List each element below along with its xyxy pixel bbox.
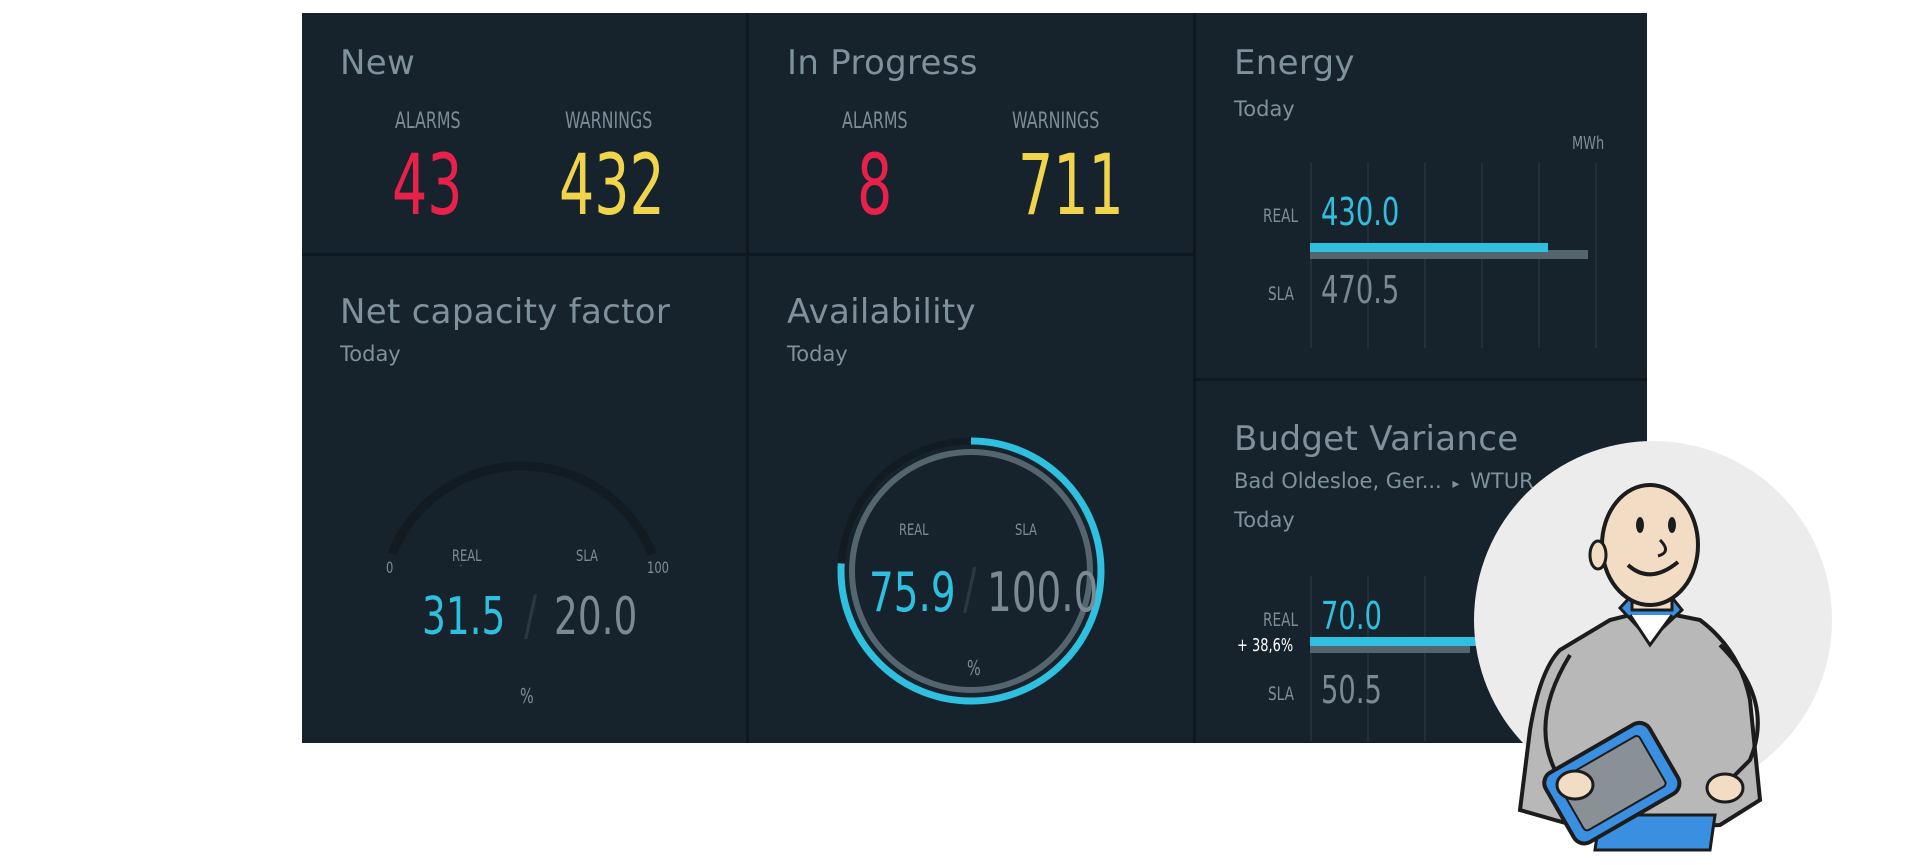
variance-value: + 38,6% xyxy=(1237,635,1294,656)
sla-bar xyxy=(1310,644,1470,653)
energy-panel[interactable]: Energy Today MWh REAL 430.0 SLA 470.5 xyxy=(1196,13,1647,378)
alarms-count: 43 xyxy=(392,136,463,234)
budget-variance-panel[interactable]: Budget Variance Bad Oldesloe, Ger... ▸ W… xyxy=(1196,381,1647,743)
divider xyxy=(1193,378,1647,381)
man-with-tablet-icon xyxy=(1517,483,1763,852)
real-value: 75.9 xyxy=(869,561,956,624)
period-label: Today xyxy=(1234,508,1295,532)
panel-title: Budget Variance xyxy=(1234,419,1519,459)
real-value: 70.0 xyxy=(1321,594,1382,638)
sla-label: SLA xyxy=(1015,520,1037,539)
grid-line xyxy=(1310,576,1312,741)
sla-label: SLA xyxy=(576,546,598,565)
warnings-label: WARNINGS xyxy=(1012,109,1100,134)
warnings-label: WARNINGS xyxy=(565,109,653,134)
panel-title: In Progress xyxy=(787,43,978,83)
availability-ring xyxy=(837,437,1105,705)
period-label: Today xyxy=(1234,97,1295,121)
net-capacity-panel[interactable]: Net capacity factor Today 0 100 REAL SLA… xyxy=(302,256,746,743)
sla-value: 50.5 xyxy=(1321,668,1382,712)
in-progress-panel[interactable]: In Progress ALARMS 8 WARNINGS 711 xyxy=(749,13,1193,253)
breadcrumb-arrow-icon: ▸ xyxy=(1452,476,1460,492)
capacity-gauge xyxy=(387,461,657,566)
sla-value: 470.5 xyxy=(1321,268,1400,312)
divider xyxy=(302,253,1193,256)
gauge-min-label: 0 xyxy=(386,558,394,577)
unit-label: % xyxy=(967,656,981,680)
location-target: WTUR xyxy=(1470,469,1534,493)
grid-line xyxy=(1595,163,1597,348)
real-value: 430.0 xyxy=(1321,190,1400,234)
panel-title: Availability xyxy=(787,292,976,332)
sla-label: SLA xyxy=(1268,283,1294,305)
value-separator: / xyxy=(524,584,538,647)
sla-label: SLA xyxy=(1268,683,1294,705)
real-bar xyxy=(1310,637,1530,646)
availability-panel[interactable]: Availability Today REAL SLA 75.9 / 100.0… xyxy=(749,256,1193,743)
alarms-label: ALARMS xyxy=(842,109,908,134)
new-panel[interactable]: New ALARMS 43 WARNINGS 432 xyxy=(302,13,746,253)
grid-line xyxy=(1424,576,1426,741)
panel-title: Energy xyxy=(1234,43,1355,83)
value-separator: / xyxy=(963,557,977,622)
divider xyxy=(746,13,749,743)
ring-real xyxy=(837,437,1105,705)
real-value: 31.5 xyxy=(422,587,506,647)
sla-bar xyxy=(1310,250,1588,259)
unit-label: % xyxy=(520,684,534,708)
location-path[interactable]: Bad Oldesloe, Ger... ▸ WTUR xyxy=(1234,469,1534,493)
warnings-count: 432 xyxy=(559,136,665,234)
period-label: Today xyxy=(787,342,848,366)
panel-title: Net capacity factor xyxy=(340,292,671,332)
warnings-count: 711 xyxy=(1018,136,1124,234)
grid-line xyxy=(1367,576,1369,741)
gauge-max-label: 100 xyxy=(647,558,669,577)
panel-title: New xyxy=(340,43,416,83)
period-label: Today xyxy=(340,342,401,366)
sla-value: 100.0 xyxy=(987,561,1099,624)
location-site: Bad Oldesloe, Ger... xyxy=(1234,469,1442,493)
real-label: REAL xyxy=(899,520,929,539)
alarms-label: ALARMS xyxy=(395,109,461,134)
sla-value: 20.0 xyxy=(554,587,638,647)
gauge-track xyxy=(387,461,657,556)
real-label: REAL xyxy=(1263,205,1299,227)
real-bar xyxy=(1310,243,1548,252)
alarms-count: 8 xyxy=(857,136,893,234)
ring-sla xyxy=(849,449,1093,693)
real-label: REAL xyxy=(1263,609,1299,631)
dashboard: New ALARMS 43 WARNINGS 432 In Progress A… xyxy=(302,13,1647,743)
unit-label: MWh xyxy=(1572,133,1605,154)
real-label: REAL xyxy=(452,546,482,565)
